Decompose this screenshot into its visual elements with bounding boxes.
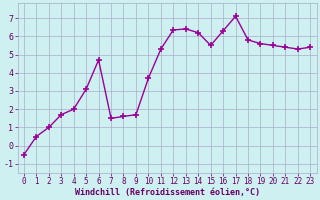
X-axis label: Windchill (Refroidissement éolien,°C): Windchill (Refroidissement éolien,°C) [75,188,260,197]
